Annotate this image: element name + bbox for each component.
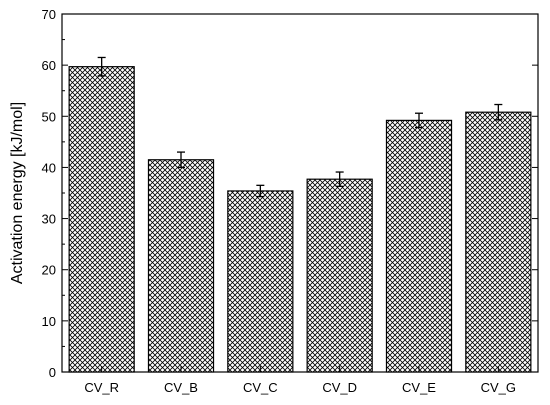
bar: [465, 111, 532, 373]
x-tick-label: CV_G: [481, 380, 516, 395]
y-tick-label: 10: [42, 314, 56, 329]
y-axis-title: Activation energy [kJ/mol]: [9, 102, 26, 284]
x-tick-label: CV_E: [402, 380, 436, 395]
x-axis: CV_R CV_B CV_C CV_D CV_E CV_G: [84, 366, 516, 395]
x-tick-label: CV_B: [164, 380, 198, 395]
y-axis: 0 10 20 30 40 50 60 70: [42, 7, 538, 380]
bars-group: [68, 66, 532, 373]
x-tick-label: CV_R: [84, 380, 119, 395]
y-tick-label: 20: [42, 263, 56, 278]
y-tick-label: 60: [42, 58, 56, 73]
bar: [385, 119, 453, 373]
bar: [227, 190, 294, 373]
y-tick-label: 50: [42, 109, 56, 124]
y-tick-label: 0: [49, 365, 56, 380]
x-tick-label: CV_D: [322, 380, 357, 395]
y-tick-label: 40: [42, 160, 56, 175]
bar: [147, 159, 215, 373]
error-bars-group: [97, 56, 503, 198]
y-tick-label: 70: [42, 7, 56, 22]
bar: [68, 66, 135, 373]
y-tick-label: 30: [42, 212, 56, 227]
bar: [306, 178, 373, 373]
x-tick-label: CV_C: [243, 380, 278, 395]
